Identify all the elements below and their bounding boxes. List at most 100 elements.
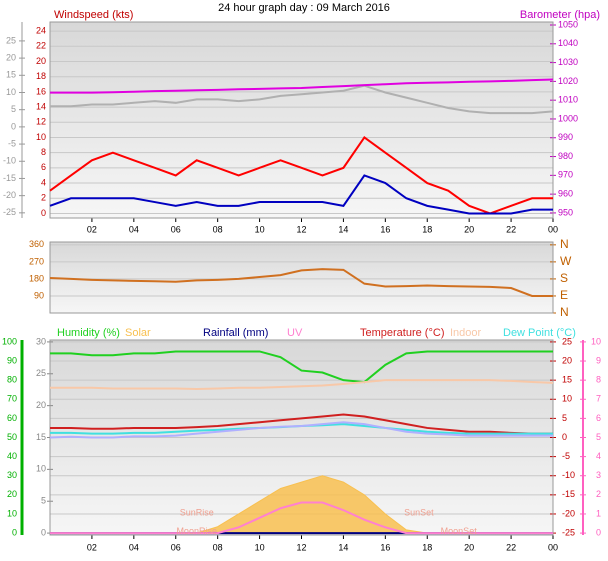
series-line [49,268,553,297]
y-tick-label: 990 [558,132,573,142]
y-tick-label: 16 [36,86,46,96]
plot-border [49,21,554,219]
y-tick-label: 1020 [558,76,578,86]
y-tick-label: 10 [591,336,601,346]
y-tick-label: 5 [562,413,567,423]
y-tick-label: N [560,305,569,319]
series-line [49,136,553,215]
y-tick-label: 980 [558,151,573,161]
y-tick-label: 60 [7,413,17,423]
plot-area [50,242,553,313]
y-tick-label: 0 [12,527,17,537]
y-tick-label: -15 [3,173,16,183]
axis-title: Windspeed (kts) [54,9,133,21]
x-tick-label: 10 [255,224,265,234]
y-tick-label: -10 [3,156,16,166]
y-tick-label: 0 [596,527,601,537]
y-tick-label: 950 [558,207,573,217]
x-tick-label: 06 [171,542,181,552]
y-tick-label: 25 [6,35,16,45]
legend-entry: Temperature (°C) [360,327,444,339]
y-tick-label: 8 [41,147,46,157]
y-tick-label: -15 [562,489,575,499]
annotation: MoonRise [176,526,217,536]
x-tick-label: 20 [464,542,474,552]
y-tick-label: 960 [558,189,573,199]
y-tick-label: 15 [562,375,572,385]
x-tick-label: 12 [296,542,306,552]
y-tick-label: 90 [7,355,17,365]
y-tick-label: 1030 [558,57,578,67]
y-tick-label: -25 [562,527,575,537]
y-tick-label: 1010 [558,95,578,105]
y-tick-label: 22 [36,41,46,51]
y-tick-label: 9 [596,355,601,365]
y-tick-label: 1000 [558,113,578,123]
x-tick-label: 08 [213,542,223,552]
y-tick-label: 24 [36,25,46,35]
x-tick-label: 02 [87,224,97,234]
y-tick-label: 70 [7,394,17,404]
y-tick-label: 80 [7,375,17,385]
y-tick-label: 7 [596,394,601,404]
y-tick-label: 18 [36,71,46,81]
x-tick-label: 16 [380,224,390,234]
y-tick-label: 15 [36,432,46,442]
y-tick-label: -10 [562,470,575,480]
y-tick-label: -5 [8,138,16,148]
legend-entry: Indoor [450,327,482,339]
y-tick-label: 20 [7,489,17,499]
legend-entry: Solar [125,327,151,339]
legend-entry: Dew Point (°C) [503,327,576,339]
series-line [50,350,553,384]
y-tick-label: 30 [36,336,46,346]
x-tick-label: 00 [548,224,558,234]
x-tick-label: 04 [129,542,139,552]
y-tick-label: 10 [6,87,16,97]
y-tick-label: 180 [29,273,44,283]
y-tick-label: 270 [29,256,44,266]
y-tick-label: 0 [41,527,46,537]
y-tick-label: -20 [3,190,16,200]
y-tick-label: 2 [41,193,46,203]
x-tick-label: 16 [380,542,390,552]
y-tick-label: 10 [562,394,572,404]
y-tick-label: 4 [596,451,601,461]
y-tick-label: E [560,288,568,302]
legend-entry: Rainfall (mm) [203,327,268,339]
y-tick-label: 2 [596,489,601,499]
y-tick-label: 8 [596,375,601,385]
y-tick-label: W [560,254,572,268]
annotation: SunRise [180,508,214,518]
y-tick-label: 0 [41,208,46,218]
series-line [50,78,554,94]
plot-border [49,241,554,314]
y-tick-label: 12 [36,117,46,127]
y-tick-label: -20 [562,508,575,518]
y-tick-label: 360 [29,239,44,249]
y-tick-label: -5 [562,451,570,461]
y-tick-label: 25 [36,368,46,378]
y-tick-label: 10 [36,132,46,142]
y-tick-label: 3 [596,470,601,480]
y-tick-label: N [560,237,569,251]
x-tick-label: 06 [171,224,181,234]
y-tick-label: 5 [41,496,46,506]
y-tick-label: 1050 [558,19,578,29]
x-tick-label: 04 [129,224,139,234]
chart-title: 24 hour graph day : 09 March 2016 [218,2,390,14]
y-tick-label: 5 [596,432,601,442]
axis-title: Barometer (hpa) [520,9,600,21]
y-tick-label: 10 [36,464,46,474]
series-line [50,501,553,535]
series-line [50,413,553,435]
y-tick-label: 1040 [558,38,578,48]
y-tick-label: 0 [11,121,16,131]
y-tick-label: 14 [36,101,46,111]
y-tick-label: 25 [562,336,572,346]
y-tick-label: 90 [34,290,44,300]
y-tick-label: 6 [41,162,46,172]
annotation: MoonSet [441,526,478,536]
